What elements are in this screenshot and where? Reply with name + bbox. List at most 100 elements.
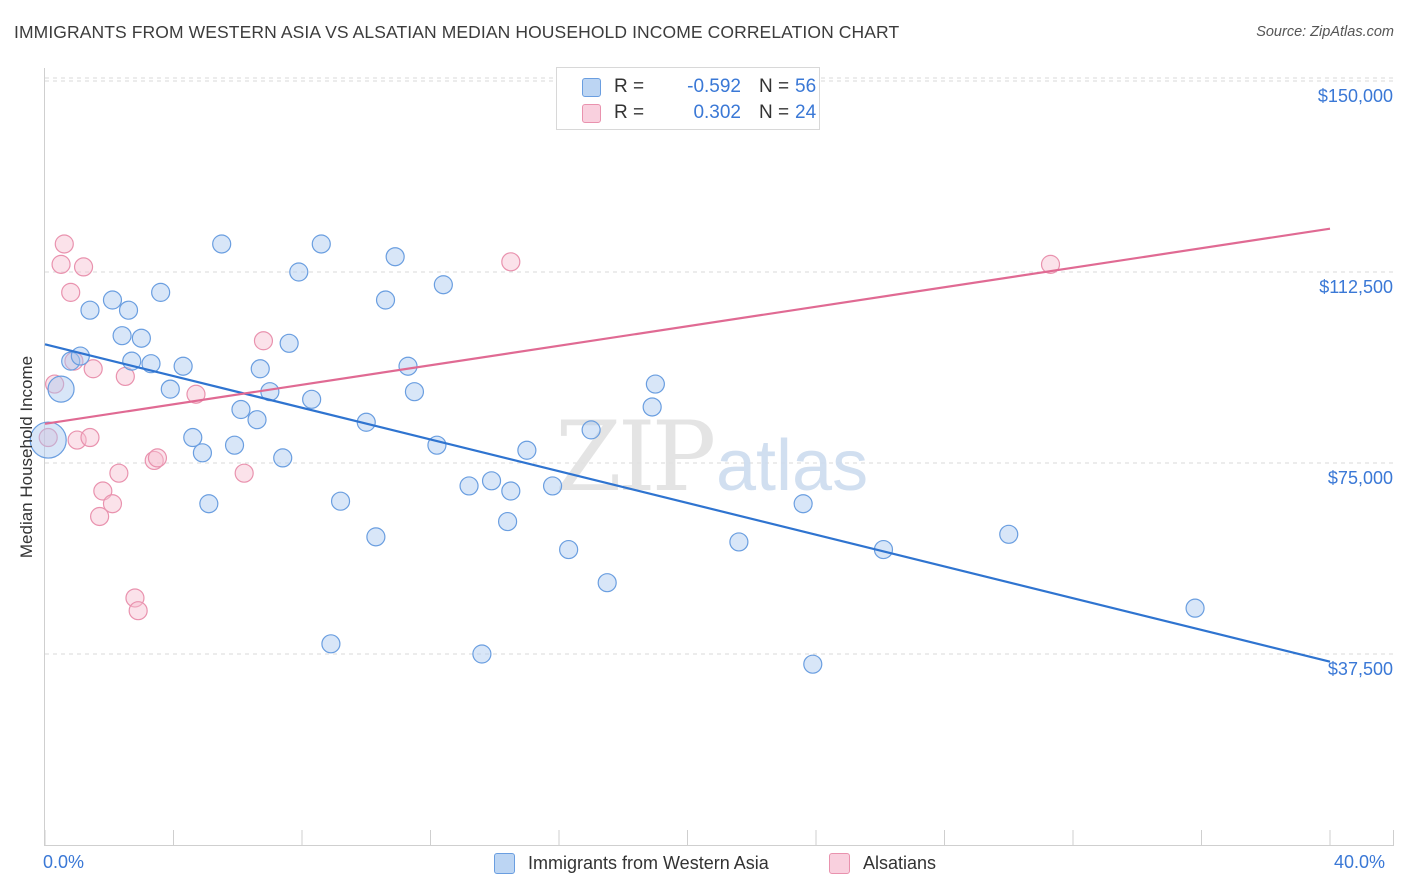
alsatians-point xyxy=(45,374,65,394)
western-asia-point xyxy=(160,379,180,399)
watermark-atlas: atlas xyxy=(716,426,868,506)
alsatians-swatch xyxy=(829,853,850,874)
alsatians-point xyxy=(501,252,521,272)
stats-legend: R = -0.592 N = 56 R = 0.302 N = 24 xyxy=(556,67,820,130)
western-asia-point xyxy=(385,247,405,267)
watermark-zip: ZIP xyxy=(555,401,714,513)
alsatians-trend-line xyxy=(44,227,1331,425)
alsatians-point xyxy=(61,282,81,302)
western-asia-point xyxy=(47,375,75,403)
alsatians-point xyxy=(147,448,168,468)
western-asia-point xyxy=(212,234,232,254)
western-asia-point xyxy=(289,262,309,282)
western-asia-point xyxy=(80,300,100,320)
western-asia-point xyxy=(141,354,161,374)
alsatians-point xyxy=(83,359,103,379)
y-axis-label: Median Household Income xyxy=(17,355,36,559)
western-asia-point xyxy=(250,359,270,379)
source-label: Source: ZipAtlas.com xyxy=(1256,24,1394,40)
western-asia-point xyxy=(366,527,386,547)
y-tick-75000: $75,000 xyxy=(1327,468,1393,488)
western-asia-point xyxy=(199,494,219,514)
western-asia-point xyxy=(231,399,251,420)
legend-label: Immigrants from Western Asia xyxy=(528,853,769,873)
y-tick-37500: $37,500 xyxy=(1327,659,1393,679)
n-label: N = xyxy=(759,76,790,97)
western-asia-point xyxy=(597,573,617,593)
western-asia-point xyxy=(183,427,203,448)
alsatians-point xyxy=(38,427,58,448)
x-tick-max: 40.0% xyxy=(1334,852,1386,872)
western-asia-point xyxy=(542,476,563,496)
alsatians-point xyxy=(128,601,148,621)
western-asia-point xyxy=(112,326,132,346)
r-value: 0.302 xyxy=(693,102,741,123)
watermark: ZIP atlas xyxy=(555,401,868,513)
series-legend: Immigrants from Western Asia Alsatians xyxy=(0,850,1406,878)
western-asia-point xyxy=(173,356,193,376)
western-asia-swatch xyxy=(494,853,515,874)
western-asia-point xyxy=(102,290,123,310)
western-asia-point xyxy=(803,654,823,674)
western-asia-point xyxy=(793,494,813,514)
western-asia-point xyxy=(70,346,90,366)
western-asia-point xyxy=(131,328,151,348)
western-asia-point xyxy=(192,443,213,463)
western-asia-point xyxy=(645,374,665,394)
western-asia-point xyxy=(29,421,67,459)
western-asia-point xyxy=(433,275,453,295)
alsatians-point xyxy=(102,494,123,514)
western-asia-swatch xyxy=(582,78,601,97)
alsatians-point xyxy=(253,331,274,351)
alsatians-point xyxy=(125,588,145,608)
western-asia-point xyxy=(279,333,299,353)
alsatians-point xyxy=(1040,254,1061,274)
western-asia-point xyxy=(559,539,579,560)
alsatians-point xyxy=(109,463,129,483)
alsatians-point xyxy=(186,384,206,404)
y-tick-112500: $112,500 xyxy=(1319,277,1393,297)
r-label: R = xyxy=(614,76,645,97)
western-asia-point xyxy=(151,282,171,302)
western-asia-point xyxy=(321,634,341,654)
western-asia-point xyxy=(501,481,521,501)
r-value: -0.592 xyxy=(687,76,741,97)
n-value: 24 xyxy=(795,102,817,123)
western-asia-point xyxy=(999,524,1019,544)
western-asia-point xyxy=(311,234,331,254)
western-asia-point xyxy=(118,300,139,320)
alsatians-point xyxy=(234,463,254,483)
western-asia-point xyxy=(398,356,418,376)
legend-label: Alsatians xyxy=(863,853,937,873)
western-asia-point xyxy=(1185,598,1205,618)
western-asia-point xyxy=(61,351,81,371)
y-tick-150000: $150,000 xyxy=(1317,86,1393,106)
alsatians-point xyxy=(93,481,113,501)
x-tick-min: 0.0% xyxy=(43,852,85,872)
alsatians-point xyxy=(73,257,94,277)
western-asia-point xyxy=(517,440,537,460)
western-asia-point xyxy=(581,420,601,440)
western-asia-point xyxy=(472,644,492,664)
western-asia-point xyxy=(642,397,662,417)
western-asia-point xyxy=(273,448,293,468)
alsatians-point xyxy=(80,427,100,448)
alsatians-point xyxy=(90,506,110,527)
alsatians-point xyxy=(144,450,164,471)
western-asia-point xyxy=(481,471,502,491)
western-asia-point xyxy=(498,511,518,532)
western-asia-point xyxy=(729,532,749,552)
n-label: N = xyxy=(759,102,790,123)
n-value: 56 xyxy=(795,76,817,97)
western-asia-point xyxy=(404,382,425,402)
alsatians-point xyxy=(51,254,71,274)
western-asia-point xyxy=(375,290,396,310)
grid-lines xyxy=(45,77,1393,655)
trend-lines xyxy=(44,227,1331,663)
chart-title: IMMIGRANTS FROM WESTERN ASIA VS ALSATIAN… xyxy=(14,22,900,42)
axes xyxy=(44,68,1394,846)
western-asia-point xyxy=(247,410,267,430)
alsatians-point xyxy=(54,234,74,254)
western-asia-point xyxy=(224,435,245,455)
